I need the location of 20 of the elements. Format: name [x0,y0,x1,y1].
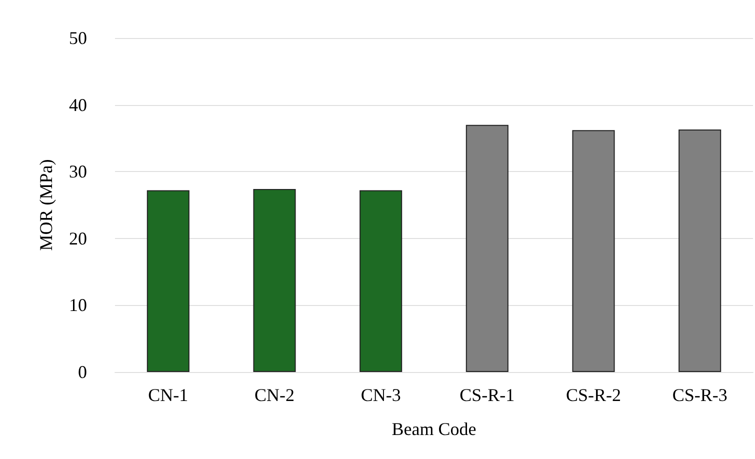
y-tick-label: 10 [69,295,87,316]
x-tick-label: CS-R-3 [672,385,728,405]
x-axis-title: Beam Code [392,419,476,439]
y-tick-label: 30 [69,162,87,182]
x-tick-label: CN-2 [254,385,294,405]
y-tick-label: 50 [69,28,87,48]
bar [253,188,296,372]
bar [466,124,508,372]
y-tick-label: 40 [69,94,87,115]
y-axis-title: MOR (MPa) [36,159,56,251]
y-tick-label: 20 [69,228,87,248]
bar [360,190,402,372]
x-tick-label: CS-R-1 [460,385,515,405]
bar [678,130,722,372]
bar [572,130,615,372]
x-tick-label: CN-3 [360,385,401,405]
bar [146,190,190,372]
x-tick-label: CS-R-2 [566,385,622,405]
y-tick-label: 0 [78,362,87,382]
x-tick-label: CN-1 [148,385,188,405]
